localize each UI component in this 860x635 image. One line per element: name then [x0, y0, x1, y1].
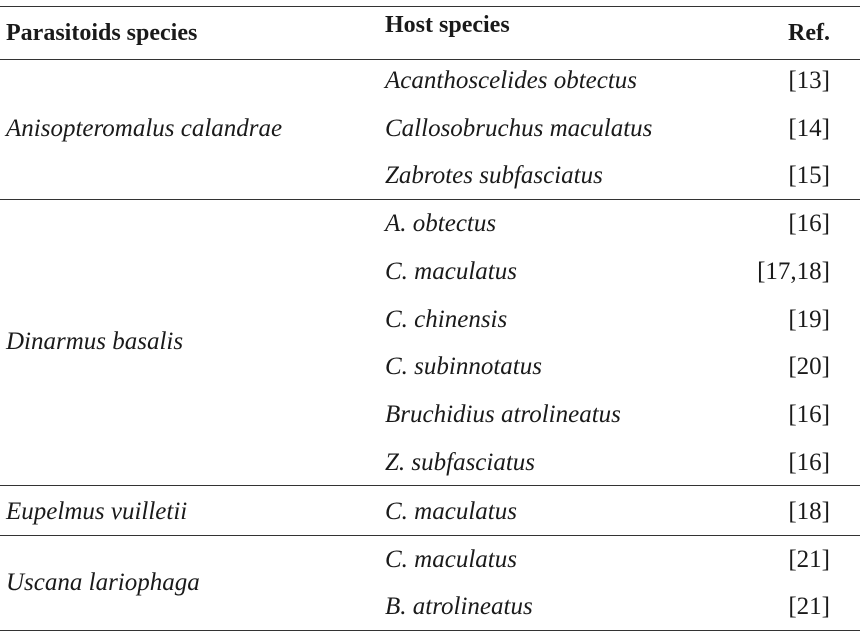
host-name: Bruchidius atrolineatus: [385, 401, 621, 428]
ref-value: [21]: [788, 546, 830, 573]
host-name: B. atrolineatus: [385, 593, 533, 620]
column-header-parasitoid: Parasitoids species: [6, 20, 198, 46]
group-divider-rule: [0, 485, 860, 486]
table-bottom-rule: [0, 630, 860, 631]
ref-value: [16]: [788, 401, 830, 428]
column-header-ref: Ref.: [788, 20, 830, 46]
table-top-rule: [0, 6, 860, 7]
column-header-host: Host species: [385, 12, 510, 38]
ref-value: [16]: [788, 449, 830, 476]
ref-value: [14]: [788, 115, 830, 142]
ref-value: [19]: [788, 306, 830, 333]
host-name: Acanthoscelides obtectus: [385, 67, 638, 94]
group-divider-rule: [0, 199, 860, 200]
host-name: C. maculatus: [385, 258, 517, 285]
ref-value: [16]: [788, 210, 830, 237]
parasitoid-name: Eupelmus vuilletii: [6, 498, 188, 525]
parasitoid-name: Uscana lariophaga: [6, 569, 200, 596]
host-name: C. maculatus: [385, 546, 517, 573]
ref-value: [15]: [788, 162, 830, 189]
ref-value: [20]: [788, 353, 830, 380]
host-name: C. subinnotatus: [385, 353, 542, 380]
host-name: Zabrotes subfasciatus: [385, 162, 603, 189]
header-bottom-rule: [0, 59, 860, 60]
parasitoid-name: Dinarmus basalis: [6, 328, 184, 355]
host-name: Z. subfasciatus: [385, 449, 536, 476]
host-name: Callosobruchus maculatus: [385, 115, 653, 142]
group-divider-rule: [0, 535, 860, 536]
ref-value: [18]: [788, 498, 830, 525]
ref-value: [17,18]: [757, 258, 830, 285]
host-name: C. maculatus: [385, 498, 517, 525]
host-name: A. obtectus: [385, 210, 497, 237]
ref-value: [21]: [788, 593, 830, 620]
ref-value: [13]: [788, 67, 830, 94]
parasitoid-name: Anisopteromalus calandrae: [6, 115, 283, 142]
host-name: C. chinensis: [385, 306, 508, 333]
